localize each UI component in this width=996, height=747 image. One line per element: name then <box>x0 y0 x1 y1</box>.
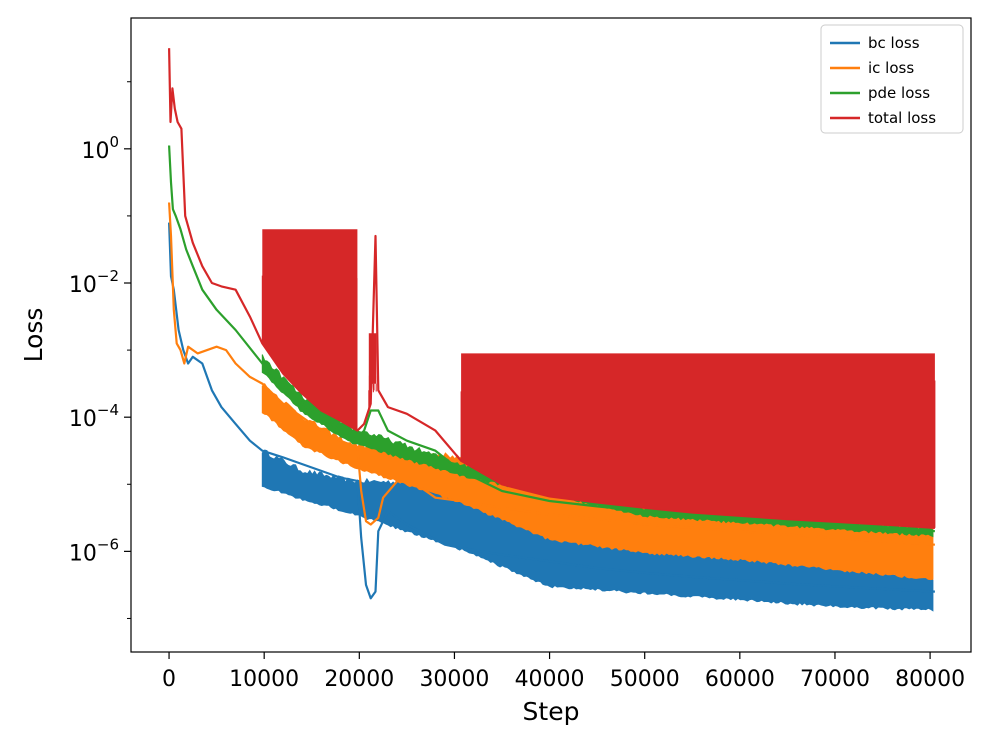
series-layer <box>168 48 936 612</box>
series-bc-loss-line <box>168 222 935 600</box>
x-tick-label: 10000 <box>229 667 299 692</box>
x-tick-label: 80000 <box>895 667 965 692</box>
y-tick-label: 10−2 <box>69 267 119 298</box>
plot-frame <box>130 17 972 653</box>
series-total-loss-spikes-0 <box>261 229 358 431</box>
legend-box <box>820 24 964 134</box>
legend: bc loss ic loss pde loss total loss <box>820 24 964 134</box>
y-tick-label: 10−6 <box>69 535 119 566</box>
series-total-loss-spikes-1 <box>368 333 377 410</box>
series-total-loss-spike-core <box>461 353 935 528</box>
x-tick-label: 40000 <box>515 667 585 692</box>
series-total-loss-spike-core <box>368 333 377 410</box>
legend-label: bc loss <box>868 34 920 52</box>
legend-item-bc-loss: bc loss <box>830 34 920 52</box>
x-axis: 0 10000 20000 30000 40000 50000 60000 70000 8000… <box>162 652 965 692</box>
legend-item-pde-loss: pde loss <box>830 84 930 102</box>
legend-label: pde loss <box>868 84 930 102</box>
series-total-loss-spike-core <box>262 229 358 431</box>
x-tick-label: 30000 <box>419 667 489 692</box>
x-tick-label: 70000 <box>800 667 870 692</box>
series-total-loss-spikes-2 <box>460 353 936 528</box>
legend-item-total-loss: total loss <box>830 109 936 127</box>
legend-label: ic loss <box>868 59 914 77</box>
y-axis: 100 10−2 10−4 10−6 <box>69 81 131 619</box>
y-tick-label: 10−4 <box>69 401 119 432</box>
x-tick-label: 20000 <box>324 667 394 692</box>
legend-label: total loss <box>868 109 936 127</box>
series-total-loss <box>168 48 936 529</box>
y-tick-label: 100 <box>81 133 119 164</box>
series-pde-loss-line <box>168 145 935 533</box>
x-tick-label: 50000 <box>610 667 680 692</box>
x-tick-label: 0 <box>162 667 176 692</box>
y-axis-label: Loss <box>19 308 48 363</box>
x-tick-label: 60000 <box>705 667 775 692</box>
legend-item-ic-loss: ic loss <box>830 59 914 77</box>
series-ic-loss-line <box>168 202 935 546</box>
x-axis-label: Step <box>523 697 580 726</box>
